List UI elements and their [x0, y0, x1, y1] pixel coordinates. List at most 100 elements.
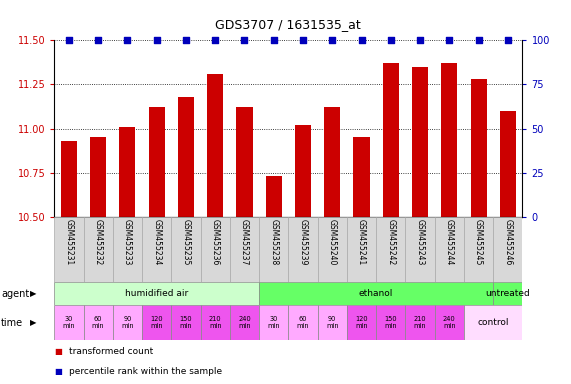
Point [94, 37, 103, 43]
Text: GSM455240: GSM455240 [328, 219, 337, 265]
Bar [259, 305, 288, 340]
Bar [54, 305, 83, 340]
Bar [493, 282, 522, 305]
Bar [61, 141, 77, 217]
Text: 90
min: 90 min [121, 316, 134, 329]
Bar [317, 217, 347, 282]
Point [65, 37, 74, 43]
Bar [207, 74, 223, 217]
Bar [435, 305, 464, 340]
Bar [230, 217, 259, 282]
Point [152, 37, 161, 43]
Bar [113, 305, 142, 340]
Bar [405, 305, 435, 340]
Bar [295, 125, 311, 217]
Bar [405, 217, 435, 282]
Bar [236, 108, 252, 217]
Text: ethanol: ethanol [359, 289, 393, 298]
Bar [317, 305, 347, 340]
Text: GSM455245: GSM455245 [474, 219, 483, 265]
Bar [288, 305, 317, 340]
Text: percentile rank within the sample: percentile rank within the sample [69, 367, 222, 376]
Bar [383, 63, 399, 217]
Bar [178, 97, 194, 217]
Point [211, 37, 220, 43]
Text: 150
min: 150 min [180, 316, 192, 329]
Text: time: time [1, 318, 23, 328]
Text: 210
min: 210 min [209, 316, 222, 329]
Bar [171, 217, 200, 282]
Point [299, 37, 308, 43]
Bar [113, 217, 142, 282]
Text: 30
min: 30 min [267, 316, 280, 329]
Text: 120
min: 120 min [355, 316, 368, 329]
Bar [266, 176, 282, 217]
Point [328, 37, 337, 43]
Bar [90, 137, 106, 217]
Point [182, 37, 191, 43]
Bar [412, 67, 428, 217]
Text: 90
min: 90 min [326, 316, 339, 329]
Bar [200, 305, 230, 340]
Bar [83, 305, 112, 340]
Bar [142, 217, 171, 282]
Bar [376, 217, 405, 282]
Text: GSM455234: GSM455234 [152, 219, 161, 265]
Bar [83, 217, 112, 282]
Text: 210
min: 210 min [414, 316, 427, 329]
Text: GSM455242: GSM455242 [386, 219, 395, 265]
Bar [493, 217, 522, 282]
Point [357, 37, 366, 43]
Text: untreated: untreated [485, 289, 530, 298]
Bar [200, 217, 230, 282]
Bar [324, 108, 340, 217]
Text: control: control [477, 318, 509, 327]
Bar [142, 305, 171, 340]
Text: ▶: ▶ [30, 289, 36, 298]
Text: transformed count: transformed count [69, 347, 153, 356]
Bar [376, 305, 405, 340]
Bar [230, 305, 259, 340]
Text: ▶: ▶ [30, 318, 36, 327]
Point [240, 37, 249, 43]
Bar [500, 111, 516, 217]
Text: 240
min: 240 min [238, 316, 251, 329]
Bar [435, 217, 464, 282]
Point [386, 37, 395, 43]
Text: 60
min: 60 min [92, 316, 104, 329]
Bar [171, 305, 200, 340]
Bar [464, 305, 522, 340]
Text: GSM455236: GSM455236 [211, 219, 220, 265]
Text: 240
min: 240 min [443, 316, 456, 329]
Text: GSM455244: GSM455244 [445, 219, 454, 265]
Bar [54, 282, 259, 305]
Bar [259, 282, 493, 305]
Text: GSM455237: GSM455237 [240, 219, 249, 265]
Bar [353, 137, 369, 217]
Text: GSM455235: GSM455235 [182, 219, 191, 265]
Text: GSM455238: GSM455238 [269, 219, 278, 265]
Text: GSM455239: GSM455239 [299, 219, 308, 265]
Point [269, 37, 278, 43]
Text: 60
min: 60 min [297, 316, 309, 329]
Bar [54, 217, 83, 282]
Point [416, 37, 425, 43]
Bar [259, 217, 288, 282]
Bar [464, 217, 493, 282]
Text: GSM455232: GSM455232 [94, 219, 103, 265]
Text: GSM455231: GSM455231 [65, 219, 74, 265]
Text: humidified air: humidified air [125, 289, 188, 298]
Text: GSM455243: GSM455243 [416, 219, 425, 265]
Bar [288, 217, 317, 282]
Text: 150
min: 150 min [384, 316, 397, 329]
Point [123, 37, 132, 43]
Text: 120
min: 120 min [150, 316, 163, 329]
Text: GSM455233: GSM455233 [123, 219, 132, 265]
Point [445, 37, 454, 43]
Bar [441, 63, 457, 217]
Text: agent: agent [1, 289, 29, 299]
Point [503, 37, 512, 43]
Bar [471, 79, 486, 217]
Bar [148, 108, 164, 217]
Text: 30
min: 30 min [63, 316, 75, 329]
